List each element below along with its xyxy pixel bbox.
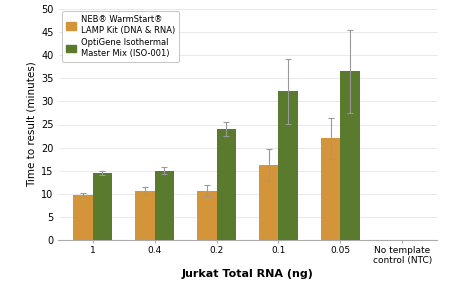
Bar bbox=[73, 195, 93, 240]
Bar bbox=[259, 165, 279, 240]
Legend: NEB® WarmStart®
LAMP Kit (DNA & RNA), OptiGene Isothermal
Master Mix (ISO-001): NEB® WarmStart® LAMP Kit (DNA & RNA), Op… bbox=[62, 11, 179, 62]
Bar bbox=[154, 171, 175, 240]
Bar bbox=[197, 190, 216, 240]
Bar bbox=[320, 138, 341, 240]
Bar bbox=[279, 91, 298, 240]
Bar bbox=[341, 71, 360, 240]
Bar bbox=[216, 129, 236, 240]
Bar bbox=[135, 191, 154, 240]
X-axis label: Jurkat Total RNA (ng): Jurkat Total RNA (ng) bbox=[181, 269, 314, 279]
Bar bbox=[93, 173, 112, 240]
Y-axis label: Time to result (minutes): Time to result (minutes) bbox=[27, 61, 37, 188]
